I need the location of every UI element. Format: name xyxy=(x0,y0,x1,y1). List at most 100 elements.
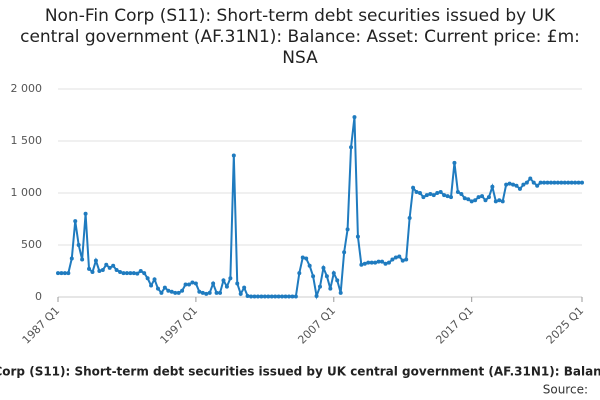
point xyxy=(249,294,254,299)
point xyxy=(559,180,564,185)
x-tick-label: 2017 Q1 xyxy=(433,304,476,347)
point xyxy=(131,271,136,276)
point xyxy=(500,199,505,204)
point xyxy=(224,284,229,289)
point xyxy=(87,266,92,271)
point xyxy=(297,271,302,276)
point xyxy=(328,286,333,291)
point xyxy=(166,288,171,293)
point xyxy=(221,278,226,283)
point xyxy=(62,271,67,276)
point xyxy=(314,293,319,298)
point xyxy=(193,281,198,286)
point xyxy=(383,261,388,266)
point xyxy=(76,243,81,247)
point xyxy=(128,271,133,276)
point xyxy=(280,294,285,299)
point xyxy=(66,271,71,276)
point xyxy=(497,198,502,203)
point xyxy=(83,211,88,216)
x-tick-label: 1997 Q1 xyxy=(158,304,201,347)
point xyxy=(197,289,202,294)
point xyxy=(273,294,278,299)
point xyxy=(359,262,364,267)
point xyxy=(207,290,212,295)
point xyxy=(462,196,467,201)
point xyxy=(445,194,450,199)
point xyxy=(400,258,405,263)
point xyxy=(490,184,495,189)
point xyxy=(276,294,281,299)
point xyxy=(255,294,260,299)
x-tick-label: 1987 Q1 xyxy=(20,304,63,347)
point xyxy=(390,257,395,262)
point xyxy=(342,250,347,255)
point xyxy=(104,262,109,267)
point xyxy=(504,182,509,187)
point xyxy=(321,265,326,270)
point xyxy=(135,271,140,276)
point xyxy=(290,294,295,299)
point xyxy=(97,269,102,273)
point xyxy=(138,269,143,273)
point xyxy=(442,193,447,198)
point xyxy=(124,271,129,276)
point xyxy=(483,198,488,203)
point xyxy=(538,180,543,185)
point xyxy=(421,195,426,200)
point xyxy=(349,145,354,150)
point xyxy=(338,290,343,295)
point xyxy=(449,195,453,200)
y-tick-label: 1 000 xyxy=(11,186,43,199)
point xyxy=(228,276,233,281)
point xyxy=(473,198,478,203)
point xyxy=(159,290,164,295)
point xyxy=(162,285,167,290)
point xyxy=(235,281,240,286)
point xyxy=(90,270,95,275)
point xyxy=(269,294,274,299)
point xyxy=(169,289,174,294)
point xyxy=(417,191,422,195)
point xyxy=(69,256,74,261)
point xyxy=(548,180,553,185)
point xyxy=(238,291,243,296)
point xyxy=(376,259,381,264)
point xyxy=(486,195,491,200)
point xyxy=(393,255,398,260)
y-tick-label: 0 xyxy=(35,290,42,303)
point xyxy=(121,271,126,276)
point xyxy=(118,270,123,275)
point xyxy=(542,180,547,185)
point xyxy=(155,286,160,291)
point xyxy=(455,189,460,194)
point xyxy=(573,180,578,185)
point xyxy=(414,189,419,194)
point xyxy=(190,280,195,285)
point xyxy=(459,192,464,197)
point xyxy=(407,215,412,220)
point xyxy=(214,290,219,295)
point xyxy=(380,259,385,264)
point xyxy=(576,180,581,185)
point xyxy=(283,294,288,299)
point xyxy=(311,274,316,279)
point xyxy=(566,180,571,185)
point xyxy=(469,199,474,204)
point xyxy=(545,180,550,185)
point xyxy=(580,180,584,185)
point xyxy=(555,180,560,185)
point xyxy=(56,271,60,276)
point xyxy=(562,180,567,185)
point xyxy=(452,160,457,165)
footer: Non-Fin Corp (S11): Short-term debt secu… xyxy=(0,365,600,379)
point xyxy=(318,284,322,289)
point xyxy=(304,256,309,261)
point xyxy=(466,197,471,202)
point xyxy=(218,290,223,295)
chart-title: Non-Fin Corp (S11): Short-term debt secu… xyxy=(20,6,580,68)
point xyxy=(200,290,205,295)
point xyxy=(145,276,150,281)
point xyxy=(331,271,336,276)
